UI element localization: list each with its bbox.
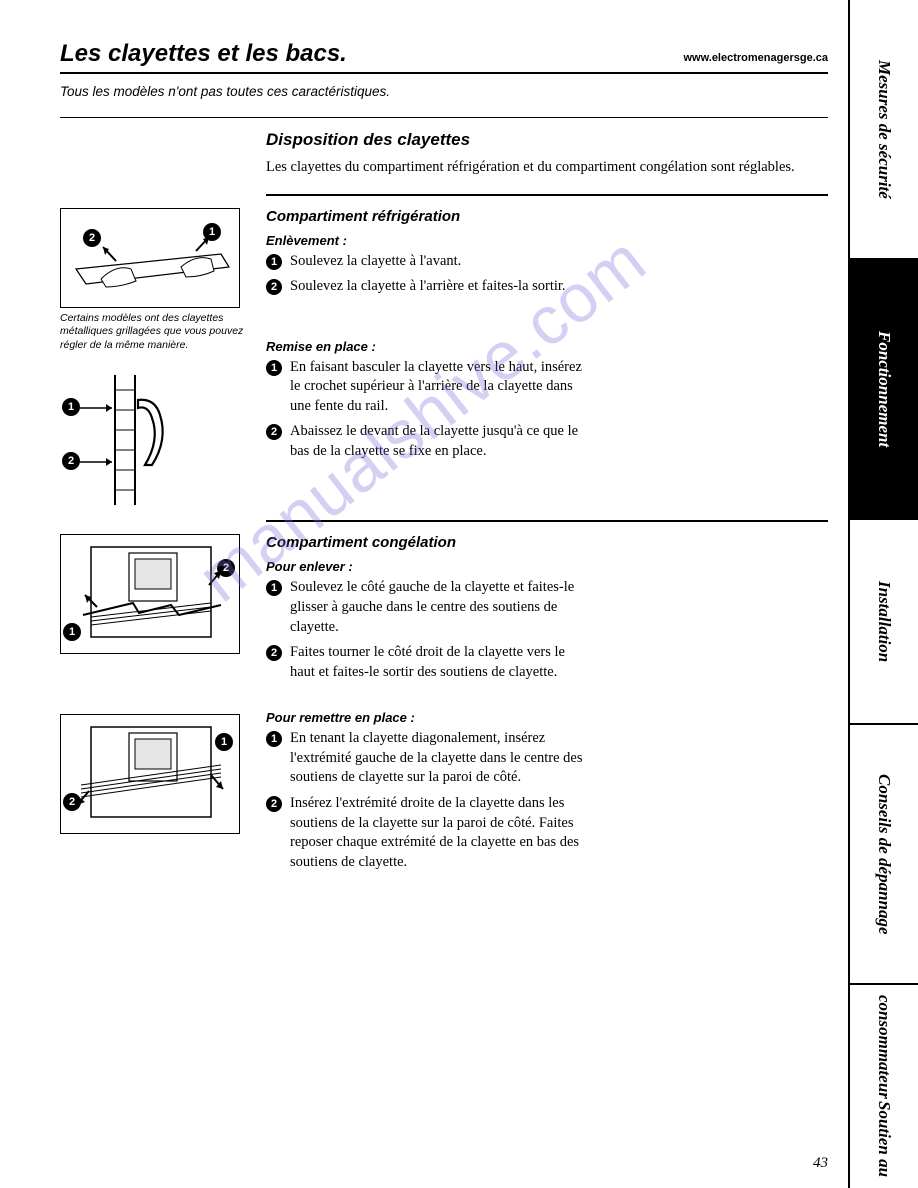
step-number-icon: 2 — [266, 645, 282, 661]
heading-disposition: Disposition des clayettes — [266, 130, 828, 150]
step-text: Soulevez le côté gauche de la clayette e… — [290, 578, 586, 637]
step-number-icon: 2 — [266, 796, 282, 812]
tab-troubleshooting[interactable]: Conseils de dépannage — [850, 725, 918, 985]
step-text: Faites tourner le côté droit de la claye… — [290, 643, 586, 682]
tab-safety[interactable]: Mesures de sécurité — [850, 0, 918, 260]
divider — [266, 520, 828, 522]
page-number: 43 — [813, 1155, 828, 1172]
illustration-shelf-remove: 2 1 — [60, 208, 240, 308]
main-content: Les clayettes et les bacs. www.electrome… — [0, 0, 848, 1188]
side-tabs: Mesures de sécurité Fonctionnement Insta… — [848, 0, 918, 1188]
step-item: 1 En tenant la clayette diagonalement, i… — [266, 729, 586, 788]
step-text: En tenant la clayette diagonalement, ins… — [290, 729, 586, 788]
illustration-caption: Certains modèles ont des clayettes métal… — [60, 312, 248, 353]
step-text: Insérez l'extrémité droite de la clayett… — [290, 794, 586, 872]
step-text: Soulevez la clayette à l'arrière et fait… — [290, 277, 566, 297]
subheading-remove: Enlèvement : — [266, 233, 828, 248]
page-title: Les clayettes et les bacs. — [60, 40, 347, 68]
step-item: 1 En faisant basculer la clayette vers l… — [266, 358, 586, 417]
step-number-icon: 1 — [266, 580, 282, 596]
heading-refrigeration: Compartiment réfrigération — [266, 208, 828, 225]
step-number-icon: 2 — [266, 279, 282, 295]
section-freezer: 1 2 — [60, 534, 828, 878]
tab-operation[interactable]: Fonctionnement — [850, 260, 918, 520]
step-item: 1 Soulevez le côté gauche de la clayette… — [266, 578, 586, 637]
para-disposition: Les clayettes du compartiment réfrigérat… — [266, 158, 828, 178]
subheading-replace: Remise en place : — [266, 339, 828, 354]
illustration-freezer-replace: 1 2 — [60, 714, 240, 834]
step-item: 1 Soulevez la clayette à l'avant. — [266, 252, 586, 272]
step-text: Abaissez le devant de la clayette jusqu'… — [290, 422, 586, 461]
step-item: 2 Insérez l'extrémité droite de la claye… — [266, 794, 586, 872]
illustration-freezer-remove: 1 2 — [60, 534, 240, 654]
step-item: 2 Soulevez la clayette à l'arrière et fa… — [266, 277, 586, 297]
section-disposition: Disposition des clayettes Les clayettes … — [60, 130, 828, 184]
divider — [60, 117, 828, 118]
illustration-shelf-replace: 1 2 — [60, 370, 240, 510]
subheading-freezer-replace: Pour remettre en place : — [266, 710, 828, 725]
step-item: 2 Abaissez le devant de la clayette jusq… — [266, 422, 586, 461]
tab-support-line2: consommateur — [874, 995, 894, 1099]
title-row: Les clayettes et les bacs. www.electrome… — [60, 40, 828, 74]
step-number-icon: 1 — [266, 731, 282, 747]
page-subtitle: Tous les modèles n'ont pas toutes ces ca… — [60, 84, 828, 99]
divider — [266, 194, 828, 196]
tab-support[interactable]: consommateur Soutien au — [850, 985, 918, 1188]
step-text: En faisant basculer la clayette vers le … — [290, 358, 586, 417]
step-text: Soulevez la clayette à l'avant. — [290, 252, 461, 272]
header-url: www.electromenagersge.ca — [684, 52, 829, 64]
step-number-icon: 1 — [266, 254, 282, 270]
heading-freezer: Compartiment congélation — [266, 534, 828, 551]
section-refrigeration: 2 1 Certains modèles ont des clayettes m… — [60, 208, 828, 511]
badge-2-icon: 2 — [83, 229, 101, 247]
tab-installation[interactable]: Installation — [850, 520, 918, 725]
tab-support-line1: Soutien au — [874, 1101, 894, 1177]
step-number-icon: 2 — [266, 424, 282, 440]
step-number-icon: 1 — [266, 360, 282, 376]
step-item: 2 Faites tourner le côté droit de la cla… — [266, 643, 586, 682]
badge-1-icon: 1 — [203, 223, 221, 241]
subheading-freezer-remove: Pour enlever : — [266, 559, 828, 574]
